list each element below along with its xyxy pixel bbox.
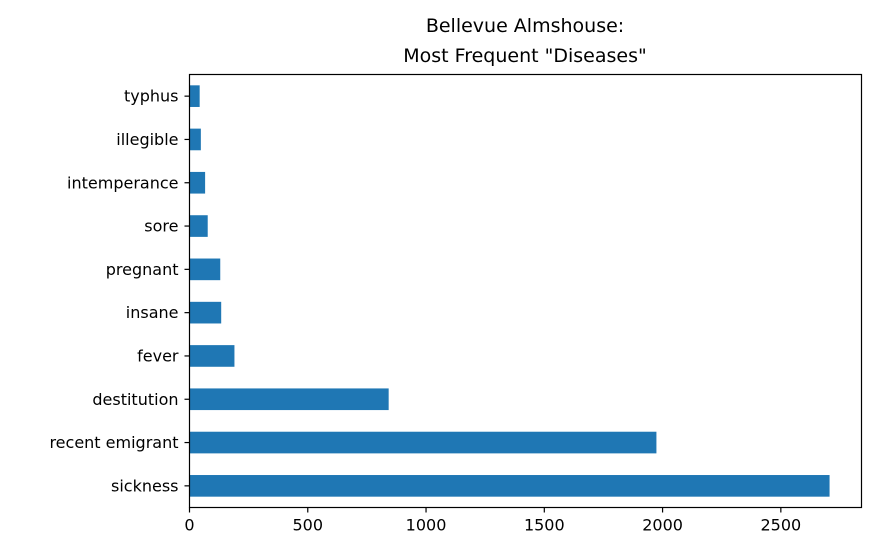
y-tick-label: sore bbox=[144, 217, 178, 236]
x-tick-label: 1500 bbox=[524, 516, 565, 535]
bar-sickness bbox=[189, 475, 830, 497]
y-tick-label: sickness bbox=[111, 476, 179, 495]
y-tick-label: illegible bbox=[116, 130, 178, 149]
bar-sore bbox=[189, 215, 208, 237]
x-tick-label: 2500 bbox=[760, 516, 801, 535]
y-axis: sickness recent emigrant destitution fever i… bbox=[49, 87, 190, 495]
bar-illegible bbox=[189, 128, 201, 151]
bar-intemperance bbox=[189, 171, 206, 194]
bar-pregnant bbox=[189, 258, 221, 281]
bar-recent-emigrant bbox=[189, 431, 657, 454]
bars-group bbox=[189, 85, 830, 497]
y-tick-label: pregnant bbox=[106, 260, 179, 279]
y-tick-label: insane bbox=[126, 303, 179, 322]
y-tick-label: destitution bbox=[92, 390, 178, 409]
plot-frame bbox=[188, 73, 863, 509]
chart-title-line-2: Most Frequent "Diseases" bbox=[403, 45, 646, 67]
x-tick-label: 2000 bbox=[642, 516, 683, 535]
bar-insane bbox=[189, 301, 222, 324]
chart-title-line-1: Bellevue Almshouse: bbox=[426, 15, 624, 37]
bar-fever bbox=[189, 345, 235, 367]
x-tick-label: 0 bbox=[184, 516, 194, 535]
y-tick-label: fever bbox=[137, 346, 179, 365]
bar-destitution bbox=[189, 388, 389, 411]
x-axis: 0 500 1000 1500 2000 2500 bbox=[184, 507, 801, 535]
y-tick-label: intemperance bbox=[67, 173, 178, 192]
x-tick-label: 500 bbox=[292, 516, 323, 535]
y-tick-label: recent emigrant bbox=[49, 433, 178, 452]
y-tick-label: typhus bbox=[124, 87, 179, 106]
bar-typhus bbox=[189, 85, 200, 107]
x-tick-label: 1000 bbox=[406, 516, 447, 535]
